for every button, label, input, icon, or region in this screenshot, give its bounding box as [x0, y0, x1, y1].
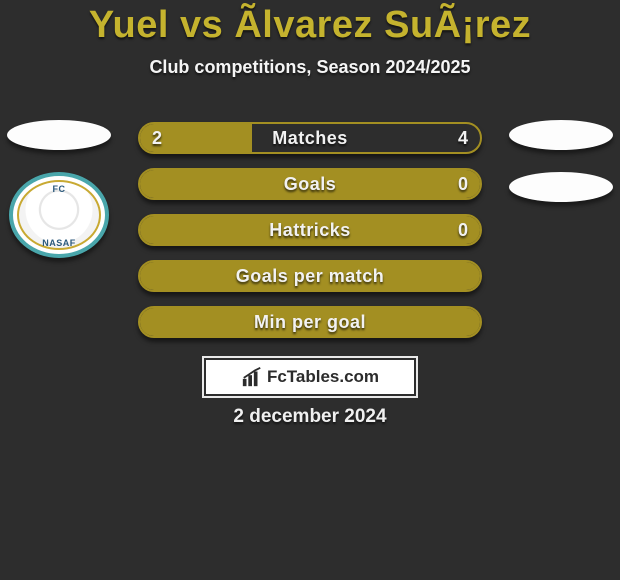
- stats-block: Matches24Goals0Hattricks0Goals per match…: [138, 122, 482, 352]
- club-logo-top-text: FC: [9, 184, 109, 194]
- stat-label: Goals: [140, 170, 480, 198]
- stat-row: Matches2 4: [138, 122, 482, 154]
- stat-row: Hattricks0: [138, 214, 482, 246]
- stat-row: Goals per match: [138, 260, 482, 292]
- stat-row: Goals0: [138, 168, 482, 200]
- stat-label: Matches: [140, 124, 480, 152]
- brand-box[interactable]: FcTables.com: [202, 356, 418, 398]
- stat-value-left: 2: [152, 124, 162, 152]
- date-text: 2 december 2024: [0, 406, 620, 428]
- stat-value-right: 0: [458, 170, 468, 198]
- left-club-logo: FC NASAF: [9, 172, 109, 258]
- brand-text: FcTables.com: [267, 367, 379, 387]
- stat-row: Min per goal: [138, 306, 482, 338]
- bars-icon: [241, 366, 263, 388]
- stat-label: Hattricks: [140, 216, 480, 244]
- stat-value-right: 4: [458, 124, 468, 152]
- club-logo-bottom-text: NASAF: [9, 238, 109, 248]
- stat-label: Min per goal: [140, 308, 480, 336]
- right-player-col: [506, 120, 616, 224]
- stat-value-right: 0: [458, 216, 468, 244]
- left-player-col: FC NASAF: [4, 120, 114, 258]
- subtitle: Club competitions, Season 2024/2025: [0, 57, 620, 78]
- right-player-oval-1: [509, 120, 613, 150]
- comparison-card: Yuel vs Ãlvarez SuÃ¡rez Club competition…: [0, 0, 620, 580]
- left-player-oval: [7, 120, 111, 150]
- stat-label: Goals per match: [140, 262, 480, 290]
- brand-wrap: FcTables.com: [0, 352, 620, 398]
- right-player-oval-2: [509, 172, 613, 202]
- page-title: Yuel vs Ãlvarez SuÃ¡rez: [0, 4, 620, 47]
